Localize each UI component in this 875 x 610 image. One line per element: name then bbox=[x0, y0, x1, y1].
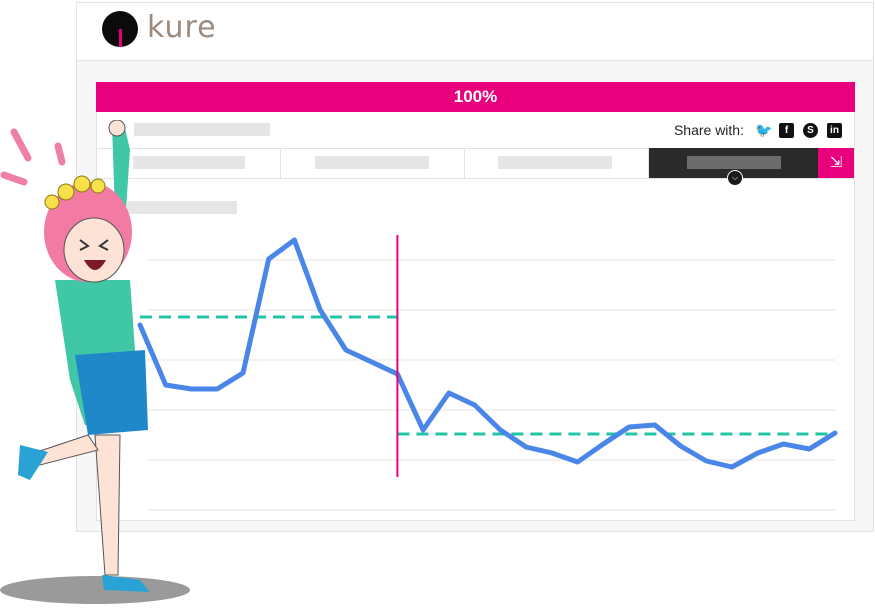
line-chart bbox=[137, 235, 838, 511]
mascot-sandal-right bbox=[102, 575, 150, 592]
share-bar: Share with: 🐦 f S in bbox=[674, 121, 842, 139]
twitter-icon[interactable]: 🐦 bbox=[755, 121, 773, 138]
compress-icon[interactable]: ⇲ bbox=[818, 148, 854, 178]
mascot-eye-right bbox=[98, 239, 109, 251]
mascot-shadow bbox=[0, 576, 190, 604]
progress-label: 100% bbox=[453, 87, 498, 106]
mascot-raised-arm bbox=[112, 125, 130, 212]
share-label: Share with: bbox=[673, 122, 744, 138]
facebook-icon[interactable]: f bbox=[779, 122, 794, 138]
mascot-mouth bbox=[84, 260, 106, 270]
exclamation-lines-icon bbox=[0, 128, 66, 186]
skype-icon[interactable]: S bbox=[803, 122, 818, 138]
tab-3[interactable] bbox=[465, 148, 649, 178]
series-line-1 bbox=[137, 237, 838, 470]
mascot-back-leg bbox=[26, 434, 99, 466]
tab-1-placeholder bbox=[133, 156, 245, 169]
brand-name: kure bbox=[147, 10, 217, 45]
chevron-down-icon[interactable]: ⌵ bbox=[727, 170, 743, 186]
tab-4-active[interactable]: ⌵ bbox=[649, 148, 819, 186]
tab-3-placeholder bbox=[498, 156, 612, 169]
linkedin-icon[interactable]: in bbox=[827, 122, 842, 138]
tab-4-placeholder bbox=[687, 156, 781, 169]
tab-bar: ⌵ ⇲ bbox=[97, 148, 854, 186]
report-panel: Share with: 🐦 f S in bbox=[96, 112, 855, 521]
brand-header: kure bbox=[77, 3, 873, 61]
mascot-skirt bbox=[75, 350, 148, 435]
mascot-illustration bbox=[0, 120, 190, 604]
chart-title-placeholder bbox=[127, 201, 237, 214]
brand-logo-icon bbox=[102, 11, 138, 47]
mascot-face bbox=[63, 217, 125, 283]
app-window: kure 100% Share with: 🐦 f S in bbox=[76, 2, 874, 532]
tab-2-placeholder bbox=[315, 156, 429, 169]
title-placeholder bbox=[134, 123, 270, 136]
flower-crown-icon bbox=[44, 175, 106, 210]
tab-1[interactable] bbox=[97, 148, 281, 178]
progress-bar: 100% bbox=[96, 82, 855, 112]
info-row: Share with: 🐦 f S in bbox=[97, 112, 854, 149]
tab-2[interactable] bbox=[281, 148, 465, 178]
mascot-leg bbox=[94, 434, 121, 576]
mascot-eye-left bbox=[79, 239, 90, 251]
mascot-fist bbox=[108, 120, 126, 137]
mascot-sandal-left bbox=[18, 445, 48, 480]
